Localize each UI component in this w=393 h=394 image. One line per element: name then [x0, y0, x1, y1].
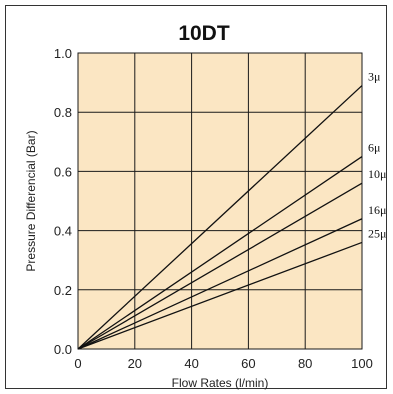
- y-tick-label: 0.8: [54, 105, 72, 120]
- x-tick-label: 40: [184, 356, 198, 371]
- y-tick-label: 0.0: [54, 342, 72, 357]
- chart-title: 10DT: [178, 22, 230, 45]
- plot-border: [77, 52, 363, 350]
- x-axis-label: Flow Rates (l/min): [172, 376, 269, 390]
- y-tick-label: 0.2: [54, 283, 72, 298]
- axes: [77, 52, 363, 350]
- series-line: [77, 218, 363, 350]
- x-tick-label: 60: [241, 356, 255, 371]
- x-tick-label: 80: [298, 356, 312, 371]
- series-label: 6μ: [368, 141, 380, 155]
- series-line: [77, 241, 363, 350]
- series-line: [77, 156, 363, 350]
- series-line: [77, 85, 363, 350]
- plot-area: [78, 53, 362, 349]
- y-axis-label: Pressure Differencial (Bar): [24, 130, 38, 271]
- series-label: 10μ: [368, 167, 386, 181]
- tick-labels: 0 20 40 60 80 100 0.0 0.2 0.4 0.6 0.8 1.0: [54, 46, 373, 371]
- series-line: [77, 182, 363, 350]
- y-tick-label: 1.0: [54, 46, 72, 61]
- series-label: 16μ: [368, 203, 386, 217]
- series-lines: [77, 85, 363, 350]
- x-tick-label: 20: [128, 356, 142, 371]
- series-label: 3μ: [368, 70, 380, 84]
- y-tick-label: 0.6: [54, 164, 72, 179]
- x-tick-label: 100: [351, 356, 373, 371]
- series-labels: 3μ 6μ 10μ 16μ 25μ: [368, 70, 386, 241]
- series-label: 25μ: [368, 226, 386, 240]
- x-tick-label: 0: [74, 356, 81, 371]
- y-tick-label: 0.4: [54, 224, 72, 239]
